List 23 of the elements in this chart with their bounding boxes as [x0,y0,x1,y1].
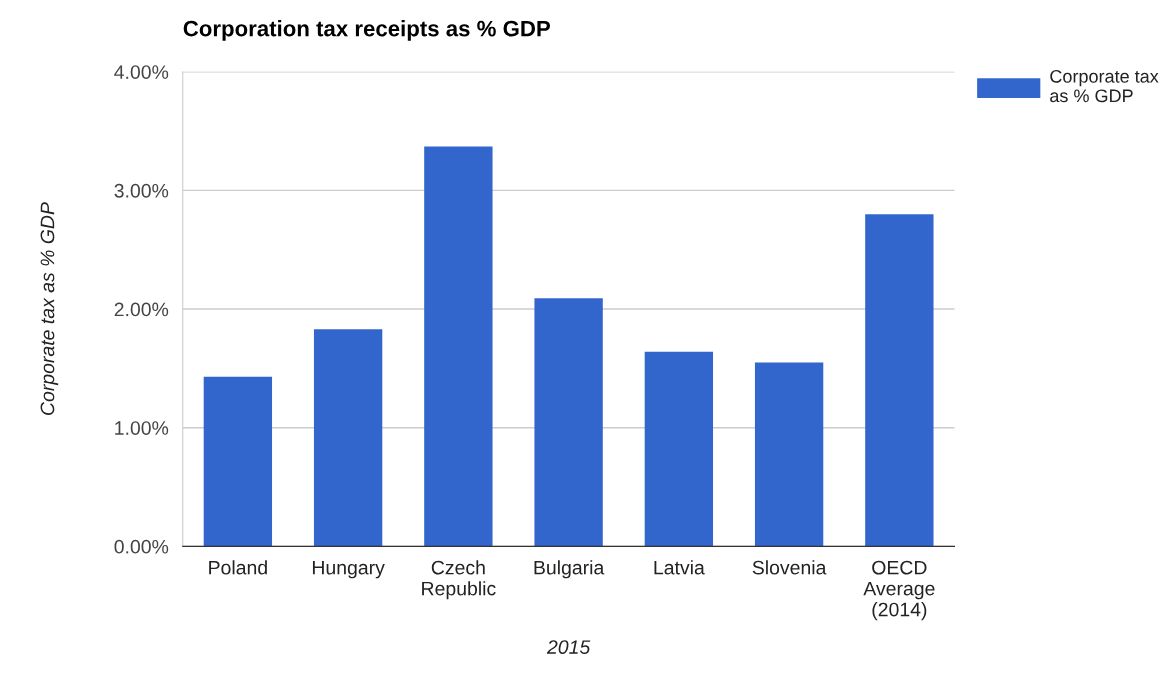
bar [313,329,383,547]
legend-label: Corporate tax as % GDP [1050,69,1159,103]
y-tick-label: 1.00% [115,421,169,435]
x-tick-label: Poland [209,560,267,575]
y-tick-label: 2.00% [114,302,169,317]
y-tick-label: 3.00% [114,183,169,198]
y-axis-title: Corporate tax as % GDP [40,202,59,415]
bar [865,214,934,547]
bar [424,146,493,547]
bar [754,362,824,547]
bar [203,376,273,547]
x-tick-label: Hungary [312,560,385,579]
bar [644,351,714,547]
x-tick-label: Slovenia [752,560,827,575]
x-tick-label: Czech Republic [422,560,496,600]
bar [534,298,603,547]
x-axis-title: 2015 [546,640,591,654]
x-tick-label: OECD Average (2014) [863,560,935,621]
chart-title: Corporation tax receipts as % GDP [183,20,550,41]
x-tick-label: Latvia [654,560,705,575]
y-tick-label: 4.00% [114,65,169,79]
x-tick-label: Bulgaria [534,560,605,579]
y-tick-label: 0.00% [114,539,169,554]
